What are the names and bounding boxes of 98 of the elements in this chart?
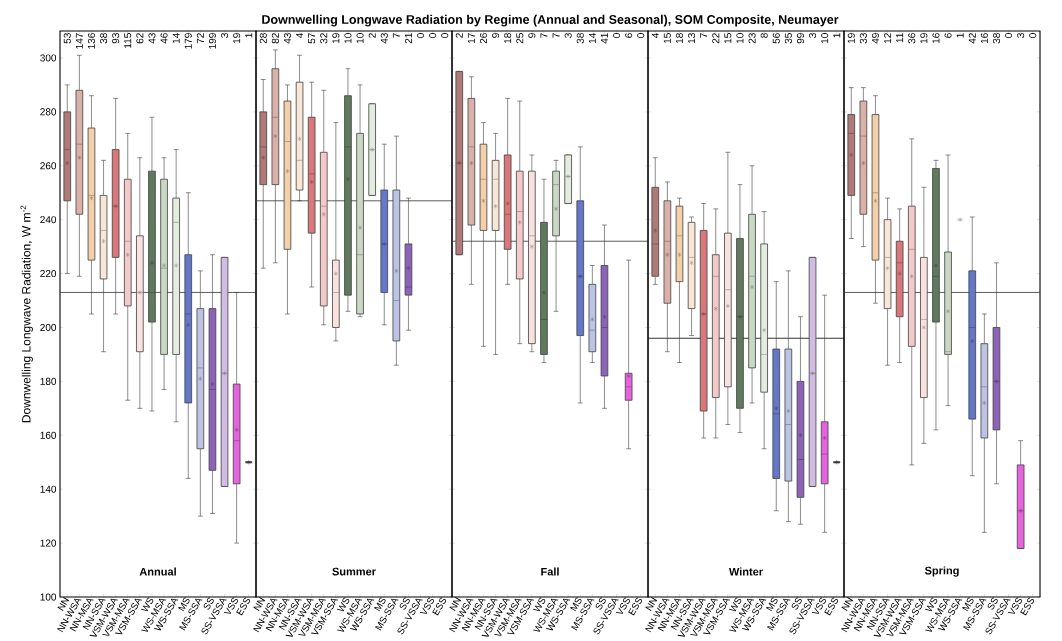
annotation: 93 — [112, 33, 120, 44]
annotation: 0 — [441, 33, 449, 38]
annotation: 9 — [492, 33, 500, 38]
annotation: 21 — [404, 33, 412, 44]
annotation: 57 — [308, 33, 316, 44]
annotation: 10 — [356, 33, 364, 44]
annotation: 2 — [455, 33, 463, 38]
annotation: 38 — [576, 33, 584, 44]
text: Fall — [541, 567, 559, 576]
annotation: 2 — [368, 33, 376, 38]
annotation: 7 — [700, 33, 708, 38]
annotation: 32 — [320, 33, 328, 44]
annotation: 147 — [75, 33, 83, 49]
annotation: 62 — [136, 33, 144, 44]
annotation: 3 — [809, 33, 817, 38]
annotation: 19 — [920, 33, 928, 44]
annotation: 0 — [1005, 33, 1013, 38]
annotation: 4 — [651, 32, 659, 39]
annotation: 43 — [380, 33, 388, 44]
annotation: 43 — [283, 33, 291, 44]
annotation: 18 — [504, 33, 512, 44]
annotation: 7 — [392, 33, 400, 38]
y-tick-label: 160 — [40, 431, 57, 439]
annotation: 53 — [63, 33, 71, 44]
annotation: 36 — [908, 33, 916, 44]
annotation: 3 — [564, 33, 572, 38]
annotation: 28 — [259, 33, 267, 44]
y-axis-title: Downwelling Longwave Radiation, W m$^{-2}$ — [20, 205, 33, 423]
annotation: 3 — [1017, 33, 1025, 38]
y-tick-label: 140 — [40, 485, 57, 493]
annotation: 33 — [859, 33, 867, 44]
annotation: 38 — [992, 33, 1000, 44]
annotation: 22 — [712, 33, 720, 44]
y-tick-label: 120 — [40, 539, 57, 547]
annotation: 179 — [184, 33, 192, 49]
annotation: 9 — [528, 33, 536, 38]
annotation: 25 — [516, 33, 524, 44]
annotation: 6 — [944, 33, 952, 38]
annotation: 14 — [588, 32, 596, 44]
annotation: 11 — [896, 33, 904, 43]
annotation: 35 — [784, 33, 792, 44]
text: Downwelling Longwave Radiation by Regime (Annual and Seasonal), SOM Composite, Neumayer — [262, 14, 839, 27]
annotation: 42 — [968, 33, 976, 44]
annotation: 16 — [932, 33, 940, 44]
annotation: 0 — [429, 33, 437, 38]
annotation: 6 — [625, 33, 633, 38]
y-tick-label: 200 — [40, 323, 57, 332]
annotation: 46 — [160, 33, 168, 44]
y-tick-label: 220 — [40, 270, 57, 278]
annotation: 7 — [540, 33, 548, 38]
annotation: 0 — [1029, 33, 1037, 38]
annotation: 14 — [172, 32, 180, 44]
annotation: 10 — [736, 33, 744, 44]
annotation: 17 — [467, 33, 475, 44]
annotation: 15 — [663, 33, 671, 44]
annotation: 19 — [332, 33, 340, 44]
annotation: 8 — [760, 33, 768, 38]
annotation: 82 — [271, 33, 279, 44]
y-tick-label: 280 — [40, 108, 57, 116]
annotation: 199 — [208, 33, 216, 49]
annotation: 16 — [980, 33, 988, 44]
annotation: 43 — [148, 33, 156, 44]
annotation: 10 — [821, 33, 829, 44]
annotation: 18 — [675, 33, 683, 44]
annotation: 56 — [772, 33, 780, 44]
annotation: 3 — [221, 33, 229, 38]
annotation: 0 — [613, 33, 621, 38]
annotation: 1 — [956, 33, 964, 38]
annotation: 1 — [833, 33, 841, 38]
y-tick-label: 100 — [40, 593, 57, 601]
annotation: 13 — [688, 33, 696, 44]
annotation: 4 — [296, 32, 303, 39]
y-tick-label: 300 — [40, 54, 57, 62]
annotation: 15 — [724, 33, 732, 44]
annotation: 10 — [344, 33, 352, 44]
text: Spring — [924, 566, 959, 577]
annotation: 26 — [479, 33, 487, 44]
annotation: 0 — [417, 33, 425, 38]
annotation: 0 — [637, 33, 645, 38]
y-tick-label: 240 — [40, 216, 57, 224]
annotation: 115 — [124, 33, 132, 48]
annotation: 23 — [748, 33, 756, 44]
annotation: 41 — [601, 33, 608, 44]
annotation: 49 — [871, 33, 879, 44]
text: Winter — [728, 567, 763, 576]
annotation: 12 — [884, 33, 892, 44]
annotation: 72 — [196, 33, 204, 44]
annotation: 38 — [100, 33, 108, 44]
annotation: 19 — [233, 33, 241, 44]
annotation: 136 — [87, 33, 95, 49]
y-tick-label: 260 — [40, 162, 57, 170]
y-tick-label: 180 — [40, 377, 57, 385]
annotation: 7 — [552, 33, 560, 38]
text: Summer — [332, 567, 376, 576]
text: Annual — [139, 567, 176, 576]
annotation: 99 — [796, 33, 804, 44]
annotation: 1 — [245, 33, 253, 38]
annotation: 19 — [847, 33, 855, 44]
